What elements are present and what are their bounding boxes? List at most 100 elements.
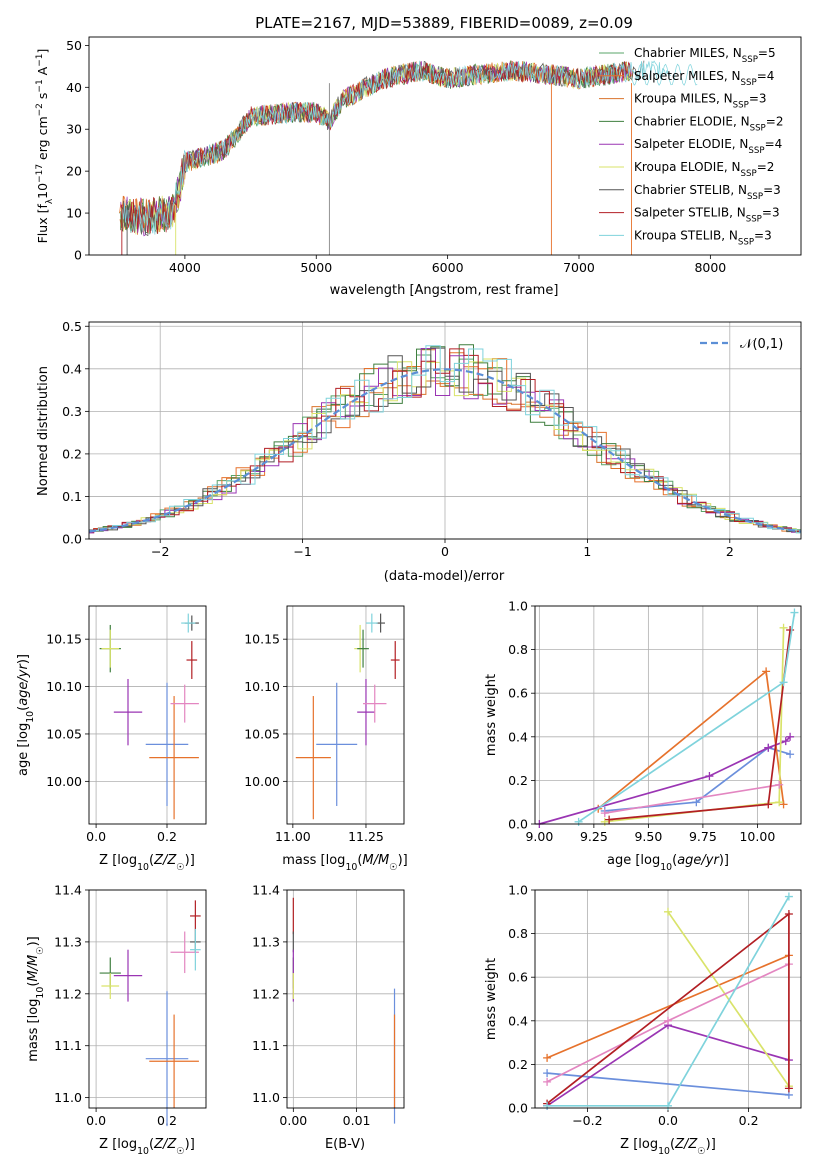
weight-point-marker	[775, 780, 784, 789]
spectrum-line	[119, 61, 635, 233]
histogram-series	[89, 347, 801, 533]
axes-frame	[534, 889, 802, 1109]
y-axis-label: Flux [fλ10−17 erg cm−2 s−1 A−1]	[35, 49, 55, 244]
legend-label: Kroupa MILES, NSSP=3	[634, 92, 767, 111]
weight-point-marker	[664, 907, 672, 916]
y-tick-label: 0.0	[508, 817, 528, 832]
y-tick-label: 10.05	[244, 726, 280, 741]
weight-point-marker	[775, 798, 784, 807]
y-tick-label: 0.4	[508, 1013, 528, 1028]
x-tick-label: 0.00	[279, 1113, 307, 1128]
y-axis-label: Normed distribution	[36, 366, 51, 496]
weight-point-marker	[779, 800, 788, 809]
y-tick-label: 11.2	[252, 986, 280, 1001]
weight-point-marker	[784, 909, 793, 918]
y-tick-label: 10.05	[46, 726, 82, 741]
x-tick-label: 0.0	[86, 1113, 106, 1128]
y-tick-label: 0.2	[508, 1057, 528, 1072]
weight-series-line	[604, 783, 780, 814]
y-tick-label: 10.00	[46, 774, 82, 789]
x-tick-label: 1	[583, 544, 591, 559]
y-tick-label: 11.1	[54, 1038, 82, 1053]
y-tick-label: 11.4	[252, 883, 280, 898]
x-tick-label: 2	[726, 544, 734, 559]
y-tick-label: 0.4	[62, 361, 82, 376]
axes-frame	[534, 605, 802, 825]
y-tick-label: 0.3	[62, 404, 82, 419]
x-axis-label: Z [log10(Z/Z☉)]	[99, 1137, 195, 1157]
x-tick-label: 0.0	[658, 1113, 678, 1128]
weight-point-marker	[664, 1101, 672, 1110]
x-tick-label: 9.75	[689, 829, 717, 844]
histogram-series	[89, 345, 801, 534]
y-tick-label: 0.4	[508, 729, 528, 744]
y-tick-label: 20	[66, 164, 82, 179]
panel-spectrum: 4000 5000 6000 7000 8000 0 10 20 30 40 50 Chabrier …	[35, 36, 802, 298]
axes-frame	[286, 889, 405, 1109]
weight-series-line	[546, 954, 790, 1059]
y-tick-label: 30	[66, 122, 82, 137]
y-tick-label: 0.6	[508, 970, 528, 985]
spectrum-line	[121, 60, 645, 237]
legend-label: Kroupa ELODIE, NSSP=2	[634, 160, 774, 179]
legend-label: Chabrier ELODIE, NSSP=2	[634, 114, 783, 133]
weight-point-marker	[786, 732, 795, 741]
axes-frame	[88, 36, 802, 256]
y-axis-label: mass weight	[484, 674, 499, 756]
x-tick-label: −2	[151, 544, 169, 559]
y-tick-label: 0	[74, 248, 82, 263]
weight-point-marker	[779, 678, 788, 687]
x-tick-label: 0.2	[739, 1113, 759, 1128]
y-tick-label: 10.00	[244, 774, 280, 789]
y-tick-label: 11.3	[252, 934, 280, 949]
axes-frame	[286, 605, 405, 825]
x-tick-label: 8000	[694, 260, 726, 275]
histogram-series	[89, 358, 801, 533]
weight-point-marker	[574, 817, 583, 826]
weight-point-marker	[764, 800, 773, 809]
axes-frame	[88, 605, 207, 825]
x-axis-label: E(B-V)	[325, 1137, 365, 1152]
weight-point-marker	[692, 798, 701, 807]
weight-point-marker	[664, 1016, 672, 1025]
axes-frame	[88, 889, 207, 1109]
y-axis-label: mass [log10(M/M☉)]	[26, 936, 46, 1062]
y-tick-label: 11.4	[54, 883, 82, 898]
weight-series-line	[578, 612, 796, 823]
x-tick-label: 11.00	[275, 829, 311, 844]
x-tick-label: 10.00	[739, 829, 775, 844]
weight-point-marker	[605, 815, 614, 824]
weight-point-marker	[705, 772, 714, 781]
y-tick-label: 0.8	[508, 642, 528, 657]
legend-label: Chabrier STELIB, NSSP=3	[634, 183, 781, 202]
x-tick-label: 11.25	[348, 829, 384, 844]
x-tick-label: 5000	[300, 260, 332, 275]
y-tick-label: 50	[66, 38, 82, 53]
legend-label: Salpeter ELODIE, NSSP=4	[634, 137, 782, 156]
y-tick-label: 0.0	[508, 1101, 528, 1116]
weight-point-marker	[790, 608, 799, 617]
spectrum-line	[122, 60, 672, 235]
histogram-series	[89, 348, 801, 533]
weight-series-line	[604, 746, 791, 812]
legend-label: Salpeter MILES, NSSP=4	[634, 69, 774, 88]
spectrum-line	[631, 63, 698, 86]
x-tick-label: 0	[441, 544, 449, 559]
x-axis-label: age [log10(age/yr)]	[607, 853, 729, 873]
weight-point-marker	[543, 1101, 552, 1110]
y-tick-label: 0.2	[62, 446, 82, 461]
x-tick-label: 7000	[563, 260, 595, 275]
y-tick-label: 10.10	[244, 679, 280, 694]
y-tick-label: 0.1	[62, 489, 82, 504]
weight-point-marker	[786, 750, 795, 759]
weight-point-marker	[543, 1077, 552, 1086]
y-tick-label: 1.0	[508, 599, 528, 614]
y-tick-label: 10.15	[46, 632, 82, 647]
x-axis-label: Z [log10(Z/Z☉)]	[620, 1137, 716, 1157]
weight-point-marker	[543, 1053, 552, 1062]
x-tick-label: 6000	[432, 260, 464, 275]
y-tick-label: 11.1	[252, 1038, 280, 1053]
x-axis-label: Z [log10(Z/Z☉)]	[99, 853, 195, 873]
x-tick-label: 9.00	[525, 829, 553, 844]
x-tick-label: 0.0	[86, 829, 106, 844]
